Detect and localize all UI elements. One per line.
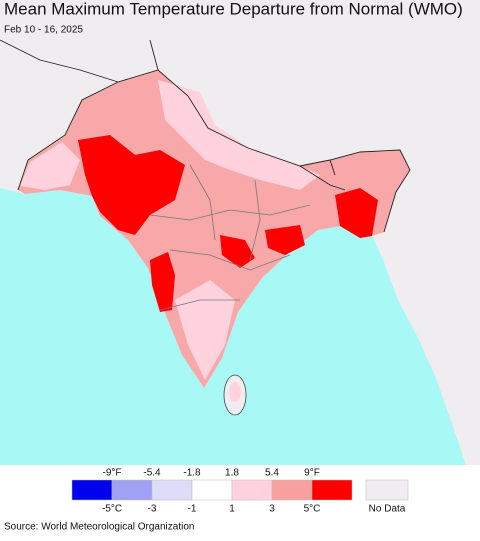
legend-f-label: 1.8 (225, 468, 239, 479)
legend-background (0, 465, 480, 536)
ocean (0, 188, 466, 465)
legend-c-label: -1 (188, 504, 197, 515)
legend-swatch (271, 479, 313, 501)
country-border (0, 39, 411, 233)
no-data-label: No Data (369, 504, 406, 515)
legend-f-label: 5.4 (265, 468, 279, 479)
red-pakistan (78, 135, 185, 235)
legend-f-label: -1.8 (183, 468, 201, 479)
no-data-swatch (365, 479, 409, 501)
red-east (265, 225, 305, 255)
light-pink-south (175, 280, 235, 380)
sri-lanka-fill (229, 382, 241, 402)
legend-c-label: -3 (148, 504, 157, 515)
state-border (149, 164, 311, 311)
legend-c-label: 1 (229, 504, 235, 515)
legend-f-label: 9°F (304, 468, 320, 479)
legend-c-label: -5°C (102, 504, 122, 515)
legend-f-label: -9°F (103, 468, 122, 479)
legend-swatch (311, 479, 353, 501)
subtitle: Feb 10 - 16, 2025 (4, 25, 83, 36)
red-bengal (335, 188, 378, 238)
legend-f-label: -5.4 (143, 468, 161, 479)
title: Mean Maximum Temperature Departure from … (4, 0, 463, 18)
red-west-coast (150, 252, 175, 312)
legend-swatch (151, 479, 193, 501)
legend: -9°F -5.4 -1.8 1.8 5.4 9°F -5°C -3 -1 1 3 5°C No Dat… (71, 468, 409, 515)
legend-swatch (71, 479, 113, 501)
legend-swatch (111, 479, 153, 501)
source: Source: World Meteorological Organizatio… (4, 522, 194, 533)
light-pink-north (158, 80, 320, 190)
legend-swatch (191, 479, 233, 501)
legend-c-label: 3 (269, 504, 275, 515)
legend-c-label: 5°C (304, 504, 321, 515)
legend-swatch (231, 479, 273, 501)
light-pink-west (20, 142, 80, 190)
red-central (220, 235, 255, 268)
